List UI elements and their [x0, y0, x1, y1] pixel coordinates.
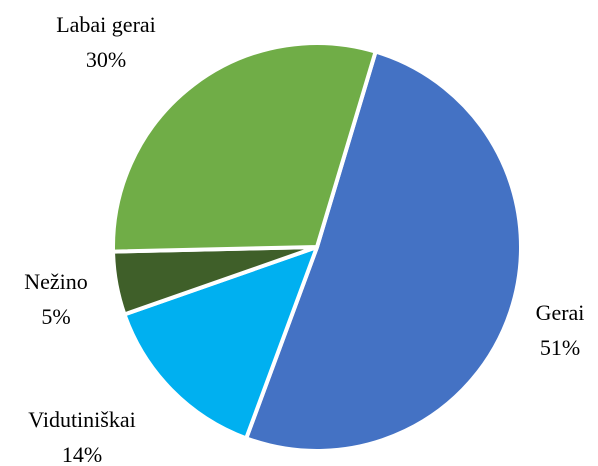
category-label: Nežino	[24, 269, 88, 294]
value-label: 14%	[62, 442, 102, 466]
value-label: 5%	[41, 304, 70, 329]
pie-slice	[111, 41, 378, 254]
pie-slice	[122, 245, 319, 441]
value-label: 30%	[86, 47, 126, 72]
category-label: Vidutiniškai	[28, 407, 135, 432]
category-label: Labai gerai	[56, 12, 156, 37]
value-label: 51%	[540, 335, 580, 360]
category-label: Gerai	[536, 300, 585, 325]
pie-slice	[244, 49, 524, 453]
